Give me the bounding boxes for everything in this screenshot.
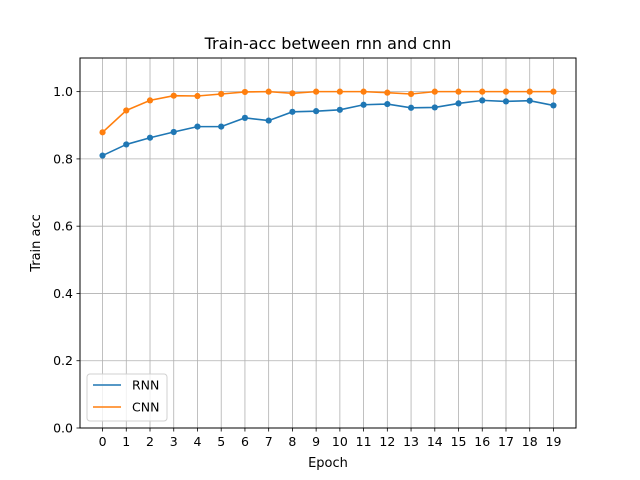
x-tick-label: 5	[217, 434, 225, 449]
x-tick-label: 13	[403, 434, 419, 449]
data-point-rnn	[170, 128, 177, 136]
data-point-rnn	[146, 134, 154, 141]
x-tick-label: 14	[427, 434, 443, 449]
data-point-rnn	[360, 101, 367, 108]
data-point-cnn	[431, 88, 438, 95]
data-point-cnn	[455, 88, 462, 95]
data-point-rnn	[241, 114, 249, 121]
data-point-rnn	[313, 108, 320, 115]
data-point-cnn	[384, 89, 391, 96]
x-tick-label: 16	[474, 434, 490, 449]
x-tick-label: 0	[99, 434, 107, 449]
data-point-rnn	[407, 104, 415, 111]
y-axis-label: Train acc	[29, 214, 44, 273]
data-point-rnn	[502, 98, 510, 105]
legend-label-cnn: CNN	[132, 400, 159, 415]
data-point-cnn	[123, 107, 130, 114]
series-line-cnn	[102, 90, 554, 133]
data-point-rnn	[526, 97, 533, 104]
data-point-rnn	[431, 104, 438, 111]
data-point-rnn	[384, 100, 391, 108]
y-tick-label: 0.4	[53, 286, 73, 301]
data-point-rnn	[265, 117, 272, 124]
x-tick-label: 9	[312, 434, 320, 449]
y-tick-label: 0.8	[53, 151, 73, 166]
x-tick-label: 18	[522, 434, 538, 449]
data-point-cnn	[241, 88, 249, 96]
data-point-cnn	[526, 88, 533, 95]
data-point-rnn	[218, 123, 225, 130]
x-tick-label: 11	[356, 434, 372, 449]
y-axis: 0.0 0.2 0.4 0.6 0.8 1.0	[53, 84, 80, 436]
x-tick-label: 12	[379, 434, 395, 449]
data-point-rnn	[99, 152, 106, 159]
x-tick-label: 7	[265, 434, 273, 449]
data-point-rnn	[194, 123, 201, 130]
x-tick-label: 4	[193, 434, 201, 449]
y-tick-label: 0.0	[53, 421, 73, 436]
data-point-cnn	[502, 88, 510, 95]
data-point-rnn	[455, 100, 462, 107]
data-point-rnn	[479, 97, 486, 104]
data-point-cnn	[218, 90, 225, 98]
data-point-rnn	[289, 108, 296, 115]
data-point-cnn	[289, 90, 296, 97]
y-tick-label: 0.2	[53, 353, 73, 368]
x-tick-label: 10	[332, 434, 348, 449]
data-point-cnn	[265, 88, 272, 95]
y-tick-label: 0.6	[53, 219, 73, 234]
x-tick-label: 2	[146, 434, 154, 449]
series-line-rnn	[102, 99, 554, 157]
x-tick-label: 17	[498, 434, 514, 449]
data-point-rnn	[550, 102, 557, 109]
data-point-cnn	[146, 97, 154, 104]
chart-title: Train-acc between rnn and cnn	[204, 34, 452, 53]
plot-frame	[79, 57, 577, 429]
series-lines	[99, 88, 557, 159]
data-point-cnn	[170, 92, 177, 99]
x-axis-label: Epoch	[308, 456, 348, 471]
data-point-cnn	[360, 88, 367, 95]
y-tick-label: 1.0	[53, 84, 73, 99]
x-tick-label: 6	[241, 434, 249, 449]
data-point-rnn	[123, 141, 130, 148]
x-tick-label: 8	[288, 434, 296, 449]
legend-label-rnn: RNN	[132, 378, 159, 393]
x-tick-label: 19	[546, 434, 562, 449]
x-tick-label: 3	[170, 434, 178, 449]
data-point-cnn	[550, 88, 557, 95]
x-tick-label: 1	[122, 434, 130, 449]
x-tick-label: 15	[451, 434, 467, 449]
data-point-cnn	[194, 92, 201, 100]
data-point-cnn	[99, 129, 106, 136]
data-point-rnn	[336, 106, 343, 113]
x-axis: 0 1 2 3 4 5 6 7 8 9 10 11 12 13 14 15 16 17 18 19	[99, 428, 562, 449]
data-point-cnn	[407, 90, 415, 98]
data-point-cnn	[336, 88, 343, 95]
legend: RNN CNN	[86, 373, 168, 422]
data-point-cnn	[479, 88, 486, 95]
data-point-cnn	[313, 88, 320, 95]
